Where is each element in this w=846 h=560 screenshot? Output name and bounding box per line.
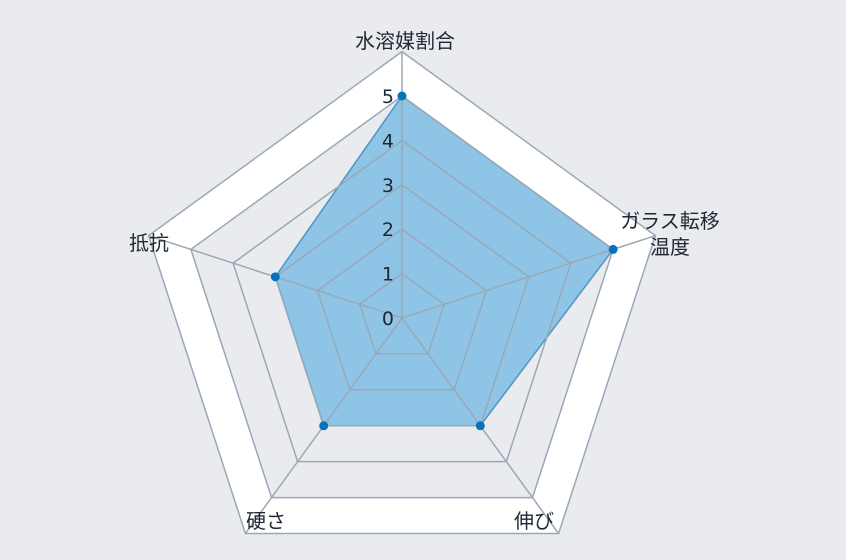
- data-point: [319, 421, 329, 431]
- tick-label: 4: [382, 130, 394, 152]
- category-label-line: 伸び: [514, 509, 554, 533]
- grid-ring: [316, 228, 488, 391]
- category-label-line: ガラス転移: [620, 209, 720, 233]
- category-label-line: 水溶媒割合: [355, 29, 455, 53]
- tick-label: 5: [382, 86, 394, 108]
- grid-ring: [189, 95, 615, 499]
- data-point: [397, 91, 407, 101]
- category-label-line: 温度: [650, 235, 690, 259]
- tick-label: 0: [382, 308, 394, 330]
- grid-ring: [358, 272, 446, 355]
- data-point: [608, 244, 618, 254]
- tick-label: 3: [382, 175, 394, 197]
- grid-ring: [274, 183, 530, 427]
- category-label: 硬さ: [246, 509, 286, 533]
- category-label-line: 抵抗: [129, 231, 169, 255]
- category-label: 水溶媒割合: [355, 29, 455, 53]
- category-label: ガラス転移温度: [620, 209, 720, 259]
- category-label-line: 硬さ: [246, 509, 286, 533]
- grid-ring: [232, 139, 572, 463]
- grid-ring: [147, 50, 657, 535]
- category-label: 伸び: [514, 509, 554, 533]
- data-point: [475, 421, 485, 431]
- tick-label: 2: [382, 219, 394, 241]
- category-label: 抵抗: [129, 231, 169, 255]
- data-point: [270, 272, 280, 282]
- tick-label: 1: [382, 264, 394, 286]
